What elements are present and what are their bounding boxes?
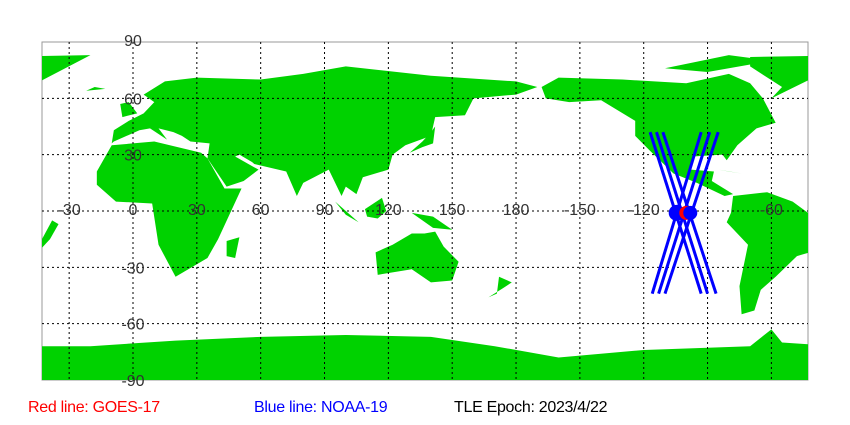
legend-red-line: Red line: GOES-17	[28, 399, 160, 416]
lon-label: 180	[503, 202, 530, 219]
land-masses	[42, 55, 808, 380]
grid-labels: -30 0 30 60 90 120 150 180 -150 -120 -60 90 60 30 -30 -…	[58, 33, 783, 390]
lon-label: 150	[439, 202, 466, 219]
land-africa	[96, 141, 242, 277]
land-samericaW	[42, 220, 59, 248]
lon-label: -120	[628, 202, 660, 219]
land-antarctica	[42, 329, 808, 380]
lat-label: -60	[121, 317, 144, 334]
noaa-19-marker-2	[683, 205, 698, 220]
lon-label: -150	[564, 202, 596, 219]
land-japan	[409, 126, 436, 153]
land-greenlandW	[42, 55, 91, 81]
tle-epoch: TLE Epoch: 2023/4/22	[454, 399, 608, 416]
legend-blue-line: Blue line: NOAA-19	[254, 399, 388, 416]
land-australia	[375, 231, 459, 283]
satellite-markers	[668, 204, 698, 221]
land-samerica	[726, 192, 808, 315]
lat-label: -30	[121, 260, 144, 277]
lon-label: 120	[375, 202, 402, 219]
lon-label: 30	[188, 202, 206, 219]
lat-label: 90	[124, 33, 142, 50]
lon-label: 90	[316, 202, 334, 219]
land-borneo	[364, 197, 387, 219]
lon-label: -60	[760, 202, 783, 219]
lat-label: 60	[124, 91, 142, 108]
land-madagascar	[226, 237, 240, 258]
land-iceland	[86, 87, 106, 91]
lat-label: -90	[121, 373, 144, 390]
land-cuba	[718, 169, 742, 174]
land-nz	[488, 276, 512, 298]
land-newguinea	[411, 212, 453, 230]
lon-label: 0	[129, 202, 138, 219]
graticule	[42, 42, 808, 380]
land-arctic	[665, 55, 772, 73]
lat-label: 30	[124, 148, 142, 165]
lon-label: 60	[252, 202, 270, 219]
lon-label: -30	[58, 202, 81, 219]
land-greenland	[750, 55, 808, 99]
land-sumatra	[335, 201, 359, 223]
